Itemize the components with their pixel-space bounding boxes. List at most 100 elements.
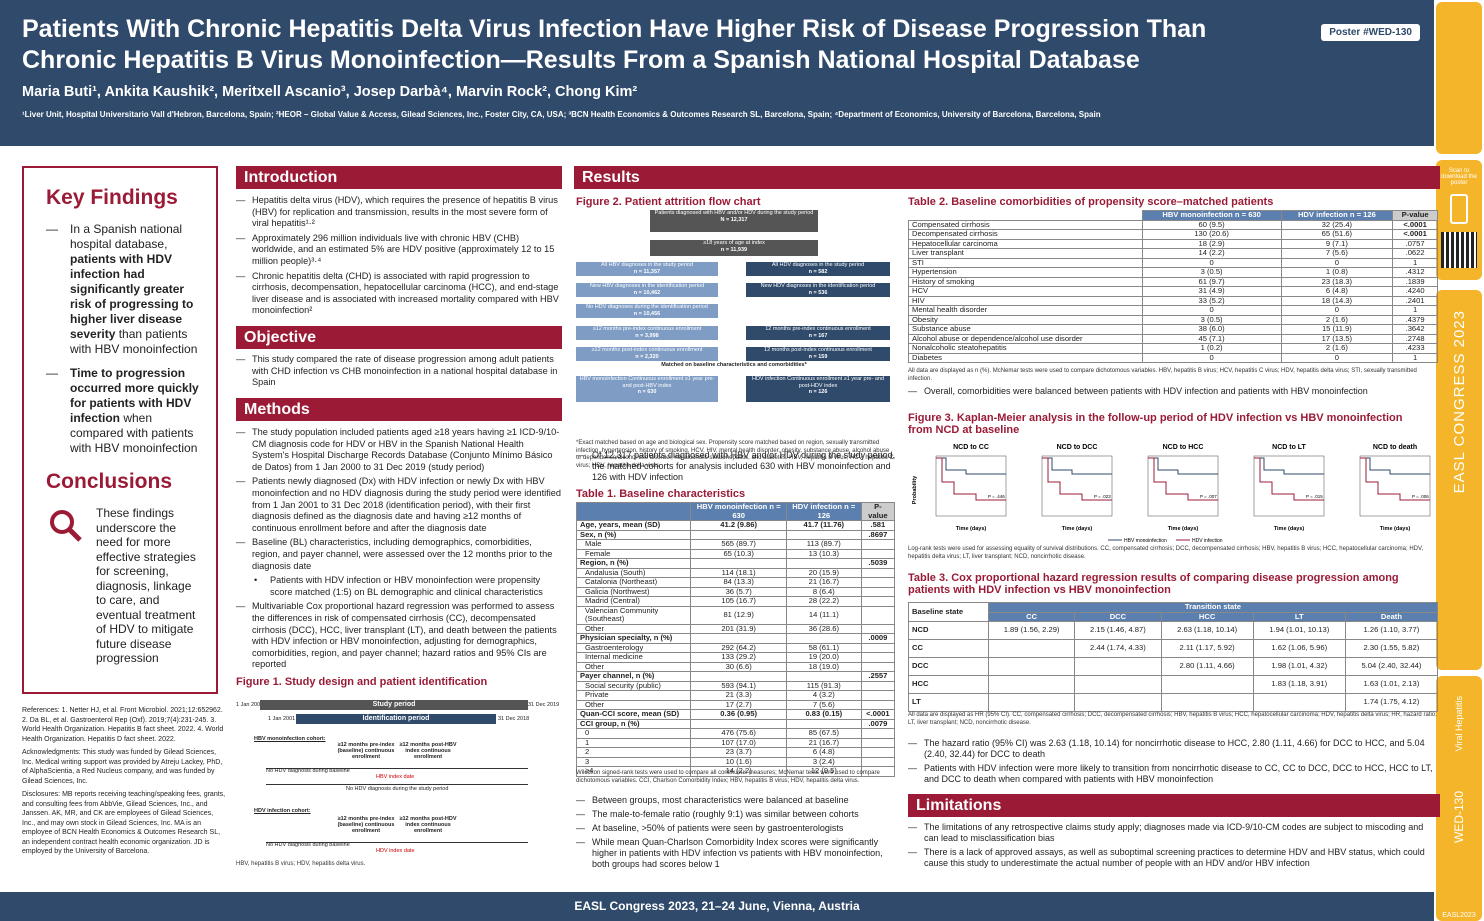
table-cell: 3 xyxy=(575,756,692,767)
km-axes xyxy=(1253,455,1325,517)
references-block: References: 1. Netter HJ, et al. Front M… xyxy=(22,706,227,861)
table-row: HCV 31 (4.9) 6 (4.8) .4240 xyxy=(908,286,1438,297)
table-row: Substance abuse 38 (6.0) 15 (11.9) .3642 xyxy=(908,324,1438,335)
methods-subbullet: Patients with HDV infection or HBV monoi… xyxy=(270,575,543,597)
table-row: Gastroenterology 292 (64.2) 58 (61.1) xyxy=(575,642,896,653)
table-cell: 18 (19.0) xyxy=(785,661,862,672)
table-cell: 0 xyxy=(1280,305,1394,316)
table-cell: 1.98 (1.01, 4.32) xyxy=(1252,657,1346,676)
table-cell: 65 (10.3) xyxy=(690,548,787,559)
table-row: Galicia (Northwest) 36 (5.7) 8 (6.4) xyxy=(575,586,896,597)
km-panel-title: NCD to HCC xyxy=(1163,444,1204,451)
table-cell: .581 xyxy=(860,520,896,531)
km-line-hbv xyxy=(1042,457,1112,475)
limitations-body: — The limitations of any retrospective cl… xyxy=(908,822,1438,872)
table-cell: 5.04 (2.40, 32.44) xyxy=(1344,657,1439,676)
flow-box-hdv-final: HDV infection Continuous enrollment ≥1 y… xyxy=(746,376,890,402)
hbv-index-label: HBV index date xyxy=(376,774,415,780)
table3-title: Table 3. Cox proportional hazard regress… xyxy=(908,572,1399,596)
table-header: Transition state xyxy=(987,602,1439,613)
flow-summary: — Of 12,317 patients diagnosed with HBV a… xyxy=(576,450,896,482)
poster-title: Patients With Chronic Hepatitis Delta Vi… xyxy=(22,15,1207,74)
table-cell xyxy=(987,657,1076,676)
table-cell: 1.62 (1.06, 5.96) xyxy=(1252,639,1346,658)
table-cell: Physician specialty, n (%) xyxy=(575,633,692,644)
table-header: HCC xyxy=(1160,611,1254,622)
table-cell: 0.83 (0.15) xyxy=(785,709,862,720)
km-pvalue: P = .007 xyxy=(1200,494,1217,499)
table-header: CC xyxy=(987,611,1076,622)
table-cell xyxy=(860,586,896,597)
methods-bullet: Baseline (BL) characteristics, including… xyxy=(252,537,553,571)
table-cell xyxy=(860,756,896,767)
results-bullet: Between groups, most characteristics wer… xyxy=(592,795,849,805)
table-cell xyxy=(690,558,787,569)
results-header: Results xyxy=(574,166,1440,189)
table-cell: 3 (0.5) xyxy=(1141,267,1282,278)
poster-logo-tab xyxy=(1436,2,1482,154)
table-row: Liver transplant 14 (2.2) 7 (5.6) .0622 xyxy=(908,248,1438,259)
table-cell: 14 (2.2) xyxy=(690,766,787,777)
table-cell: 1.63 (1.01, 2.13) xyxy=(1344,675,1439,694)
limitation-bullet: There is a lack of approved assays, as w… xyxy=(924,847,1425,868)
km-line-hdv xyxy=(1360,457,1430,501)
timeline-line xyxy=(266,842,528,843)
table-cell: 565 (89.7) xyxy=(690,539,787,550)
limitations-header: Limitations xyxy=(908,794,1440,817)
km-line-hbv xyxy=(936,457,1006,475)
table-cell xyxy=(1160,675,1254,694)
table-row: Quan-CCI score, mean (SD) 0.36 (0.95) 0.83… xyxy=(575,709,896,720)
conclusions-block: These findings underscore the need for m… xyxy=(46,506,202,666)
table-cell: 2.15 (1.46, 4.87) xyxy=(1074,621,1162,640)
legend-hbv: HBV monoinfection xyxy=(1124,538,1167,544)
disclosures: Disclosures: MB reports receiving teachi… xyxy=(22,791,226,855)
qr-code[interactable] xyxy=(1441,232,1477,268)
table-cell xyxy=(860,539,896,550)
table-cell: 6 (4.8) xyxy=(1280,286,1394,297)
phone-icon xyxy=(1450,194,1468,224)
table-cell: Internal medicine xyxy=(575,652,692,663)
flow-match-label: Matched on baseline characteristics and … xyxy=(656,362,812,374)
table-cell xyxy=(987,675,1076,694)
km-xlabel: Time (days) xyxy=(1062,526,1093,532)
table-cell: .4312 xyxy=(1392,267,1438,278)
study-period-bar: Study period xyxy=(260,700,528,710)
table-cell: 30 (6.6) xyxy=(690,661,787,672)
flow-box-hbv: No HDV diagnoses during the identificati… xyxy=(576,304,718,318)
table-cell: 84 (13.3) xyxy=(690,577,787,588)
table-cell: 81 (12.9) xyxy=(690,605,787,625)
table-cell xyxy=(860,680,896,691)
table-cell: 1.83 (1.18, 3.91) xyxy=(1252,675,1346,694)
km-line-hbv xyxy=(1148,457,1218,475)
methods-bullet: The study population included patients a… xyxy=(252,427,560,472)
table-header: HBV monoinfection n = 630 xyxy=(690,502,787,521)
objective-bullet: This study compared the rate of disease … xyxy=(252,354,558,388)
table-cell: 2.44 (1.74, 4.33) xyxy=(1074,639,1162,658)
magnifier-icon xyxy=(50,510,82,542)
table-cell: Madrid (Central) xyxy=(575,596,692,607)
key-finding-2: — Time to progression occurred more quick… xyxy=(46,366,199,455)
table-cell xyxy=(785,558,862,569)
table-row: Madrid (Central) 105 (16.7) 28 (22.2) xyxy=(575,596,896,607)
table-cell: .0009 xyxy=(860,633,896,644)
results-bullet: The male-to-female ratio (roughly 9:1) w… xyxy=(592,809,859,819)
table-cell xyxy=(860,652,896,663)
km-axes xyxy=(1147,455,1219,517)
table-row: Hypertension 3 (0.5) 1 (0.8) .4312 xyxy=(908,267,1438,278)
table-cell: 7 (5.6) xyxy=(1280,248,1394,259)
table-cell: Payer channel, n (%) xyxy=(575,671,692,682)
table-cell xyxy=(690,671,787,682)
intro-bullet: Hepatitis delta virus (HDV), which requi… xyxy=(252,195,558,229)
figure3-title: Figure 3. Kaplan-Meier analysis in the f… xyxy=(908,412,1403,436)
flow-box-hbv: All HBV diagnoses in the study period n =… xyxy=(576,262,718,276)
table-row: NCD 1.89 (1.56, 2.29) 2.15 (1.46, 4.87) 2.6… xyxy=(908,621,1439,640)
footer: EASL Congress 2023, 21–24 June, Vienna, … xyxy=(0,892,1434,921)
table-row: CC 2.44 (1.74, 4.33) 2.11 (1.17, 5.92) 1.62… xyxy=(908,639,1439,658)
table-cell: Age, years, mean (SD) xyxy=(575,520,692,531)
table-cell: 15 (11.9) xyxy=(1280,324,1394,335)
table-cell xyxy=(1074,657,1162,676)
scan-tab[interactable]: Scan to download the poster xyxy=(1436,160,1482,280)
table-cell: 1.26 (1.10, 3.77) xyxy=(1344,621,1439,640)
km-line-hbv xyxy=(1360,457,1430,475)
post-index-label: ≥12 months post-HBV index continuous enr… xyxy=(399,742,457,760)
